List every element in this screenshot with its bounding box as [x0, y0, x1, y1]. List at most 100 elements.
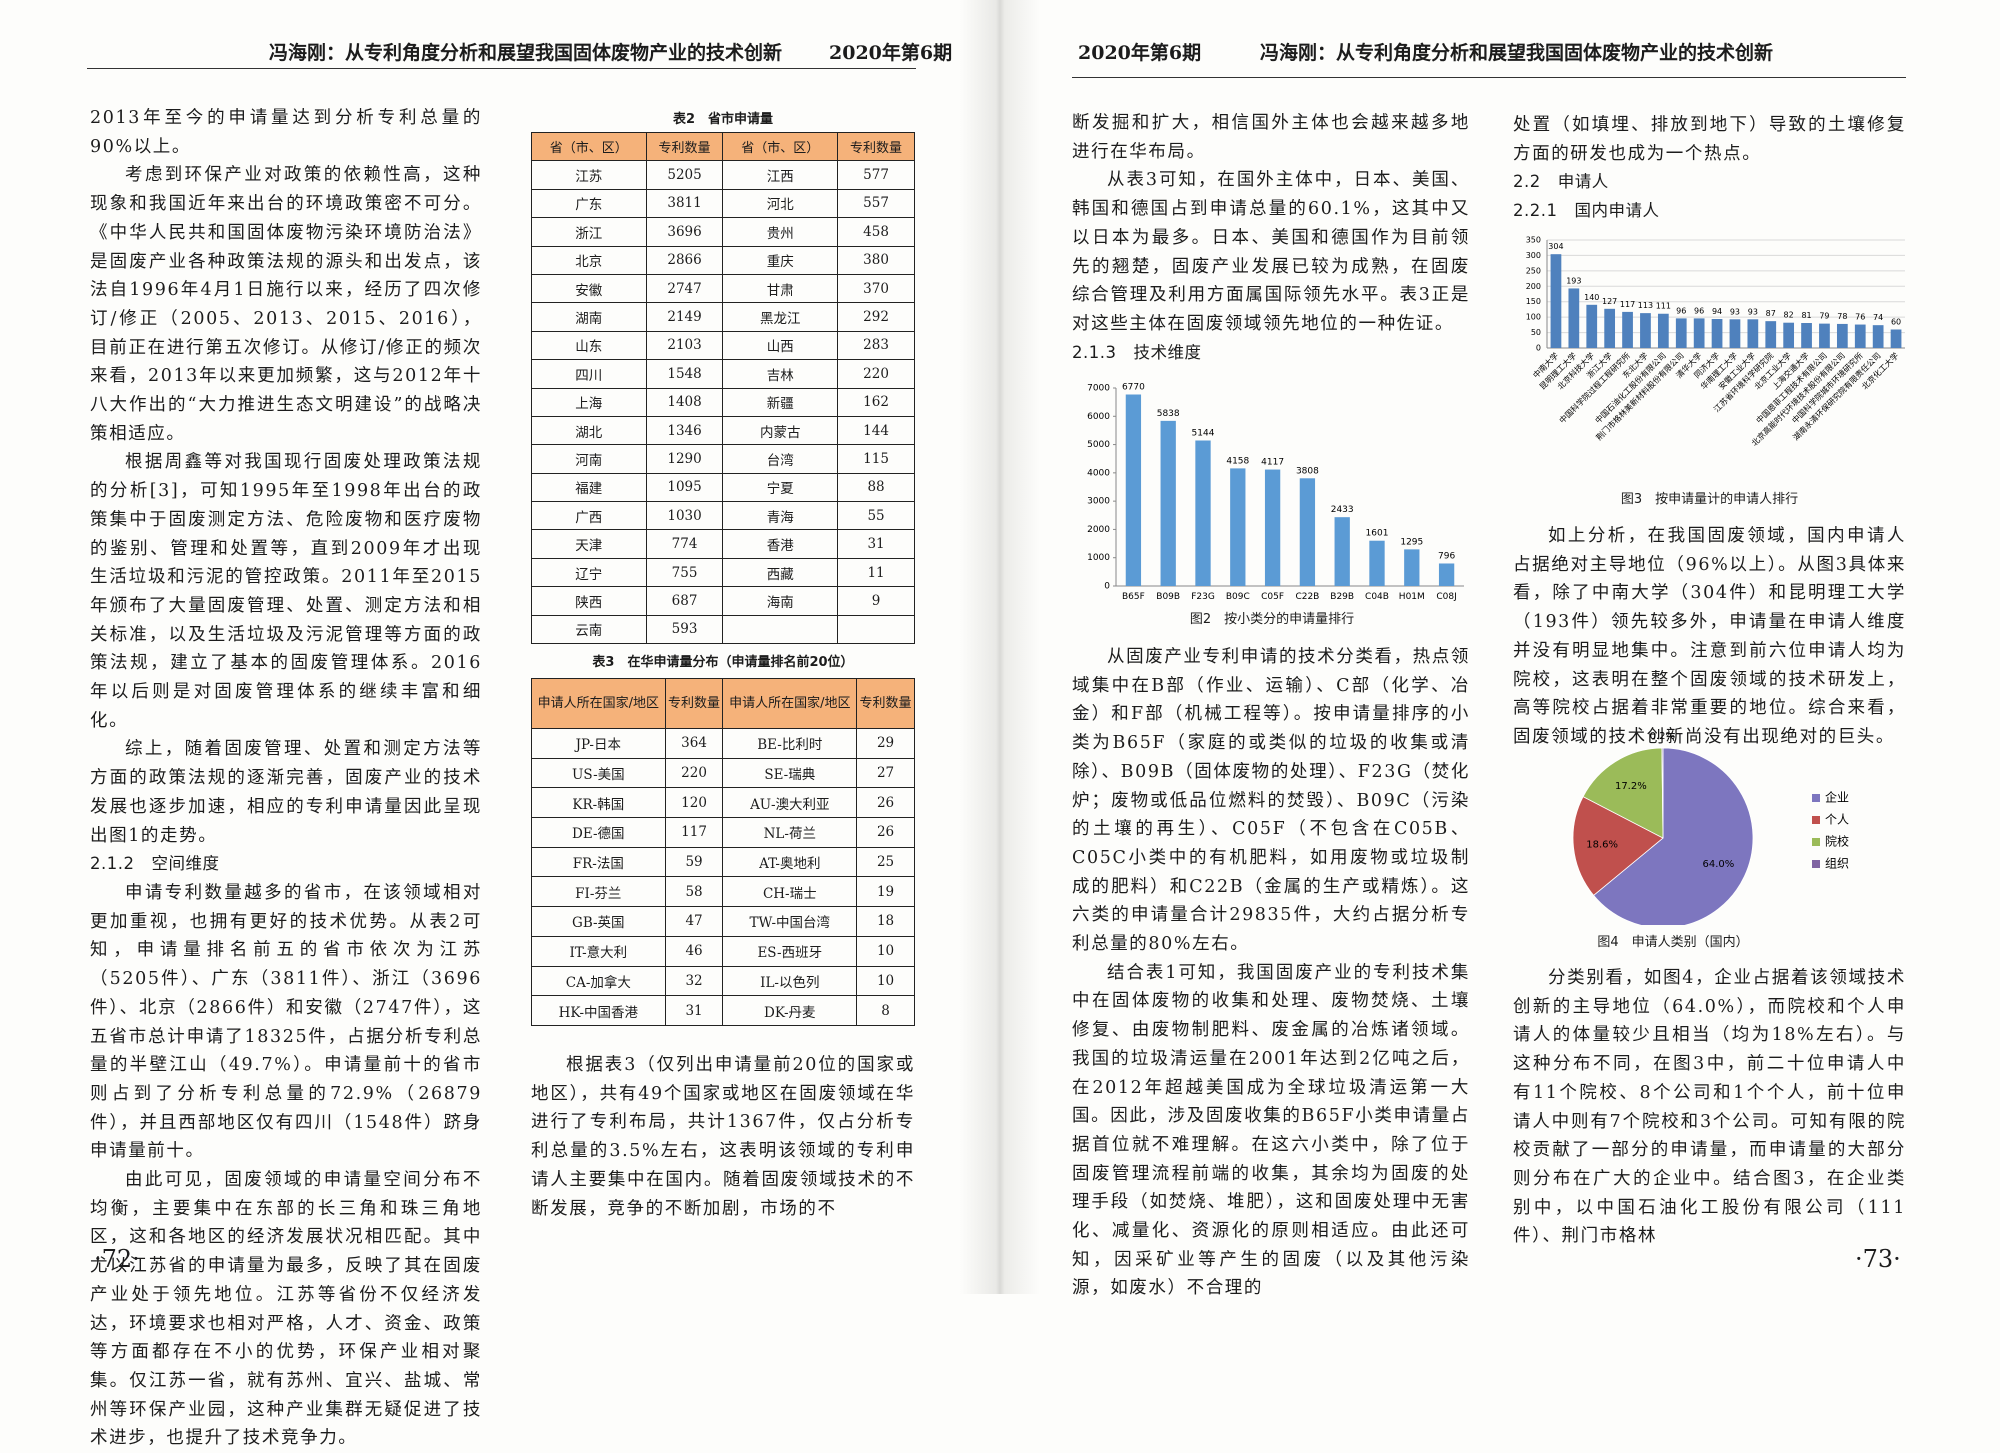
left-column: 2013年至今的申请量达到分析专利总量的90%以上。 考虑到环保产业对政策的依赖… — [90, 104, 482, 1453]
cell: 162 — [837, 387, 915, 417]
row: 北京 2866 重庆 380 — [531, 245, 915, 275]
page-fold — [960, 0, 1040, 1294]
cell: 2866 — [645, 245, 724, 275]
cell: DE-德国 — [531, 817, 666, 848]
cell: 山东 — [531, 330, 647, 361]
bar — [1711, 318, 1723, 348]
cell: 292 — [837, 302, 915, 332]
row: DE-德国 117 NL-荷兰 26 — [531, 817, 915, 848]
cell: 湖南 — [531, 302, 647, 332]
cell: 新疆 — [722, 387, 839, 417]
cell: 安徽 — [531, 273, 647, 304]
header-cell: 省（市、区） — [531, 131, 647, 162]
data-label: 3808 — [1296, 466, 1319, 476]
data-label: 93 — [1748, 307, 1758, 316]
row: 云南 593 — [531, 614, 915, 645]
data-label: 0.2% — [1650, 731, 1675, 742]
cell: 11 — [837, 557, 915, 588]
data-label: 6770 — [1122, 383, 1145, 393]
cell: JP-日本 — [531, 728, 666, 759]
y-tick-label: 200 — [1526, 282, 1541, 291]
y-tick-label: 5000 — [1087, 440, 1110, 450]
cell: 浙江 — [531, 217, 647, 247]
text-block: 如上分析，在我国固废领域，国内申请人占据绝对主导地位（96%以上）。从图3具体来… — [1513, 522, 1906, 752]
row: CA-加拿大 32 IL-以色列 10 — [531, 965, 915, 997]
data-label: 96 — [1694, 306, 1704, 315]
header-cell: 申请人所在国家/地区 — [722, 678, 858, 729]
bar — [1747, 319, 1759, 348]
row: 广西 1030 青海 55 — [531, 501, 915, 531]
y-tick-label: 350 — [1526, 236, 1541, 245]
y-tick-label: 0 — [1104, 582, 1110, 592]
table-title: 表2 省市申请量 — [672, 112, 774, 127]
cell: 台湾 — [722, 444, 839, 474]
cell: 天津 — [531, 529, 647, 559]
y-tick-label: 0 — [1536, 344, 1541, 353]
header-row: 省（市、区） 专利数量 省（市、区） 专利数量 — [531, 131, 915, 162]
data-label: 5838 — [1157, 409, 1180, 419]
data-label: 78 — [1837, 312, 1847, 321]
cell: 370 — [837, 273, 915, 304]
data-label: 113 — [1638, 301, 1653, 310]
cell: 9 — [837, 586, 915, 616]
row: 天津 774 香港 31 — [531, 529, 915, 559]
cell: 河北 — [722, 188, 839, 219]
cell: 2747 — [645, 273, 724, 304]
cell: 1095 — [645, 472, 724, 503]
paragraph: 由此可见，固废领域的申请量空间分布不均衡，主要集中在东部的长三角和珠三角地区，这… — [90, 1170, 482, 1449]
bar — [1299, 478, 1316, 586]
data-label: 5144 — [1192, 428, 1215, 438]
cell: BE-比利时 — [722, 728, 858, 759]
cell: 2103 — [645, 330, 724, 361]
row: 安徽 2747 甘肃 370 — [531, 273, 915, 304]
cell: 29 — [856, 728, 915, 759]
cell: 47 — [664, 906, 724, 937]
row: GB-英国 47 TW-中国台湾 18 — [531, 906, 915, 937]
y-tick-label: 250 — [1526, 266, 1541, 275]
cell: GB-英国 — [531, 906, 666, 937]
cell: 10 — [856, 965, 915, 997]
text-block: 分类别看，如图4，企业占据着该领域技术创新的主导地位（64.0%），而院校和个人… — [1513, 964, 1906, 1251]
cell: 32 — [664, 965, 724, 997]
cell: TW-中国台湾 — [722, 906, 858, 937]
bar — [1195, 440, 1211, 586]
bar — [1801, 323, 1812, 348]
cell: 广东 — [531, 188, 647, 219]
y-tick-label: 3000 — [1087, 497, 1110, 507]
bar — [1586, 304, 1598, 348]
cell: 贵州 — [722, 217, 839, 247]
bar — [1872, 325, 1884, 348]
legend-swatch — [1812, 838, 1820, 846]
table: 申请人所在国家/地区 专利数量 申请人所在国家/地区 专利数量 JP-日本 364 BE-比… — [531, 678, 915, 1026]
issue: 2020年第6期 — [1078, 42, 1202, 64]
right-column-1: 断发掘和扩大，相信国外主体也会越来越多地进行在华布局。 从表3可知，在国外主体中… — [1072, 109, 1470, 367]
cell: 59 — [664, 846, 724, 878]
paragraph: 根据周鑫等对我国现行固废处理政策法规的分析[3]，可知1995年至1998年出台… — [90, 452, 482, 731]
bar — [1334, 517, 1350, 586]
row: 广东 3811 河北 557 — [531, 188, 915, 219]
cell: 117 — [664, 817, 724, 848]
paragraph: 综上，随着固废管理、处置和测定方法等方面的政策法规的逐渐完善，固废产业的技术发展… — [90, 739, 482, 846]
bar — [1404, 549, 1420, 586]
legend-swatch — [1812, 794, 1820, 802]
row: 上海 1408 新疆 162 — [531, 387, 915, 417]
bar — [1604, 308, 1616, 348]
data-label: 74 — [1873, 313, 1883, 322]
data-label: 79 — [1819, 312, 1829, 321]
data-label: 193 — [1566, 276, 1581, 285]
cell: 774 — [645, 529, 724, 559]
y-tick-label: 300 — [1526, 251, 1541, 260]
x-tick-label: C04B — [1365, 592, 1389, 602]
row: FI-芬兰 58 CH-瑞士 19 — [531, 876, 915, 908]
bar — [1160, 420, 1176, 586]
header-cell: 省（市、区） — [722, 131, 839, 162]
running-head: 冯海刚：从专利角度分析和展望我国固体废物产业的技术创新 — [269, 42, 783, 64]
data-label: 76 — [1855, 313, 1865, 322]
paragraph: 断发掘和扩大，相信国外主体也会越来越多地进行在华布局。 — [1072, 113, 1470, 162]
cell: KR-韩国 — [531, 787, 666, 819]
row: 河南 1290 台湾 115 — [531, 444, 915, 474]
cell: 31 — [837, 529, 915, 559]
paragraph: 从表3可知，在国外主体中，日本、美国、韩国和德国占到申请总量的60.1%，这其中… — [1072, 170, 1470, 334]
figure-caption: 图2 按小类分的申请量排行 — [1189, 612, 1355, 627]
cell: 46 — [664, 935, 724, 967]
